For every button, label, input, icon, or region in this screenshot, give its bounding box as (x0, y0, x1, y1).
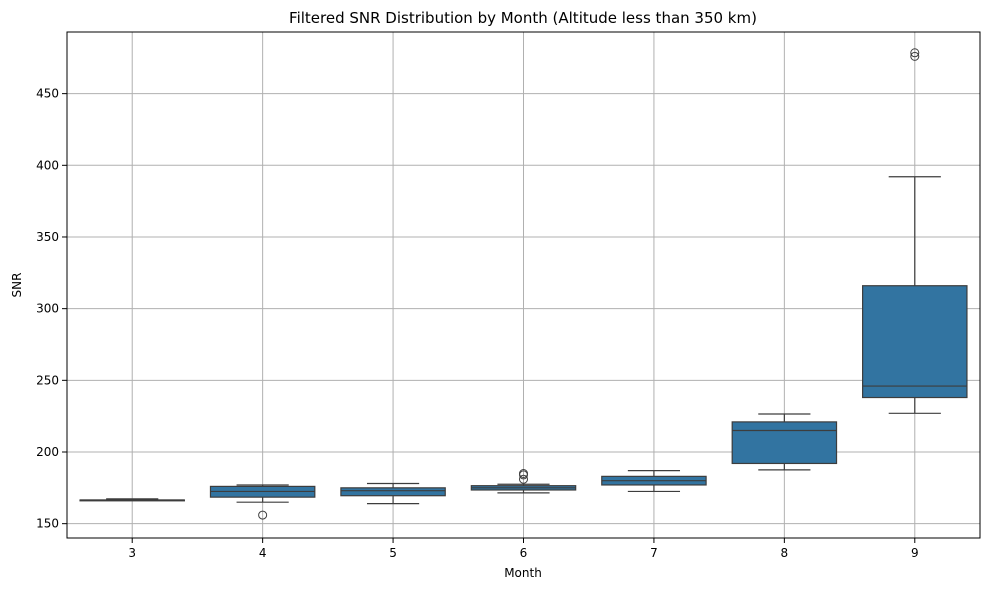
x-tick-label: 7 (650, 546, 658, 560)
outlier-point (519, 468, 528, 478)
x-tick-label: 3 (128, 546, 136, 560)
y-tick-label: 150 (36, 517, 59, 531)
box-month-7 (601, 470, 707, 493)
outlier-point (910, 51, 920, 61)
iqr-box (340, 487, 446, 497)
box-month-5 (340, 482, 446, 505)
y-tick-label: 250 (36, 373, 59, 387)
box-layer (79, 48, 968, 520)
grid-layer (67, 32, 980, 538)
y-tick-label: 450 (36, 87, 59, 101)
y-tick-label: 350 (36, 230, 59, 244)
y-axis-label: SNR (10, 273, 24, 298)
y-tick-label: 400 (36, 158, 59, 172)
x-tick-label: 9 (911, 546, 919, 560)
x-axis-label: Month (504, 566, 542, 580)
y-tick-label: 300 (36, 302, 59, 316)
x-tick-label: 5 (389, 546, 397, 560)
x-tick-label: 8 (781, 546, 789, 560)
box-month-3 (79, 498, 185, 502)
outlier-point (910, 48, 920, 58)
iqr-box (862, 285, 968, 399)
tick-layer: 150 200 250 300 350 400 450 3 4 5 6 7 8 9 (36, 87, 919, 560)
box-month-9 (862, 48, 968, 414)
outlier-point (258, 510, 268, 520)
x-tick-label: 6 (520, 546, 528, 560)
chart-title: Filtered SNR Distribution by Month (Alti… (289, 9, 757, 27)
box-month-6 (470, 468, 577, 494)
box-month-4 (209, 484, 316, 520)
y-tick-label: 200 (36, 445, 59, 459)
x-tick-label: 4 (259, 546, 267, 560)
iqr-box (731, 421, 838, 465)
outlier-point (519, 474, 528, 484)
box-month-8 (731, 413, 838, 471)
